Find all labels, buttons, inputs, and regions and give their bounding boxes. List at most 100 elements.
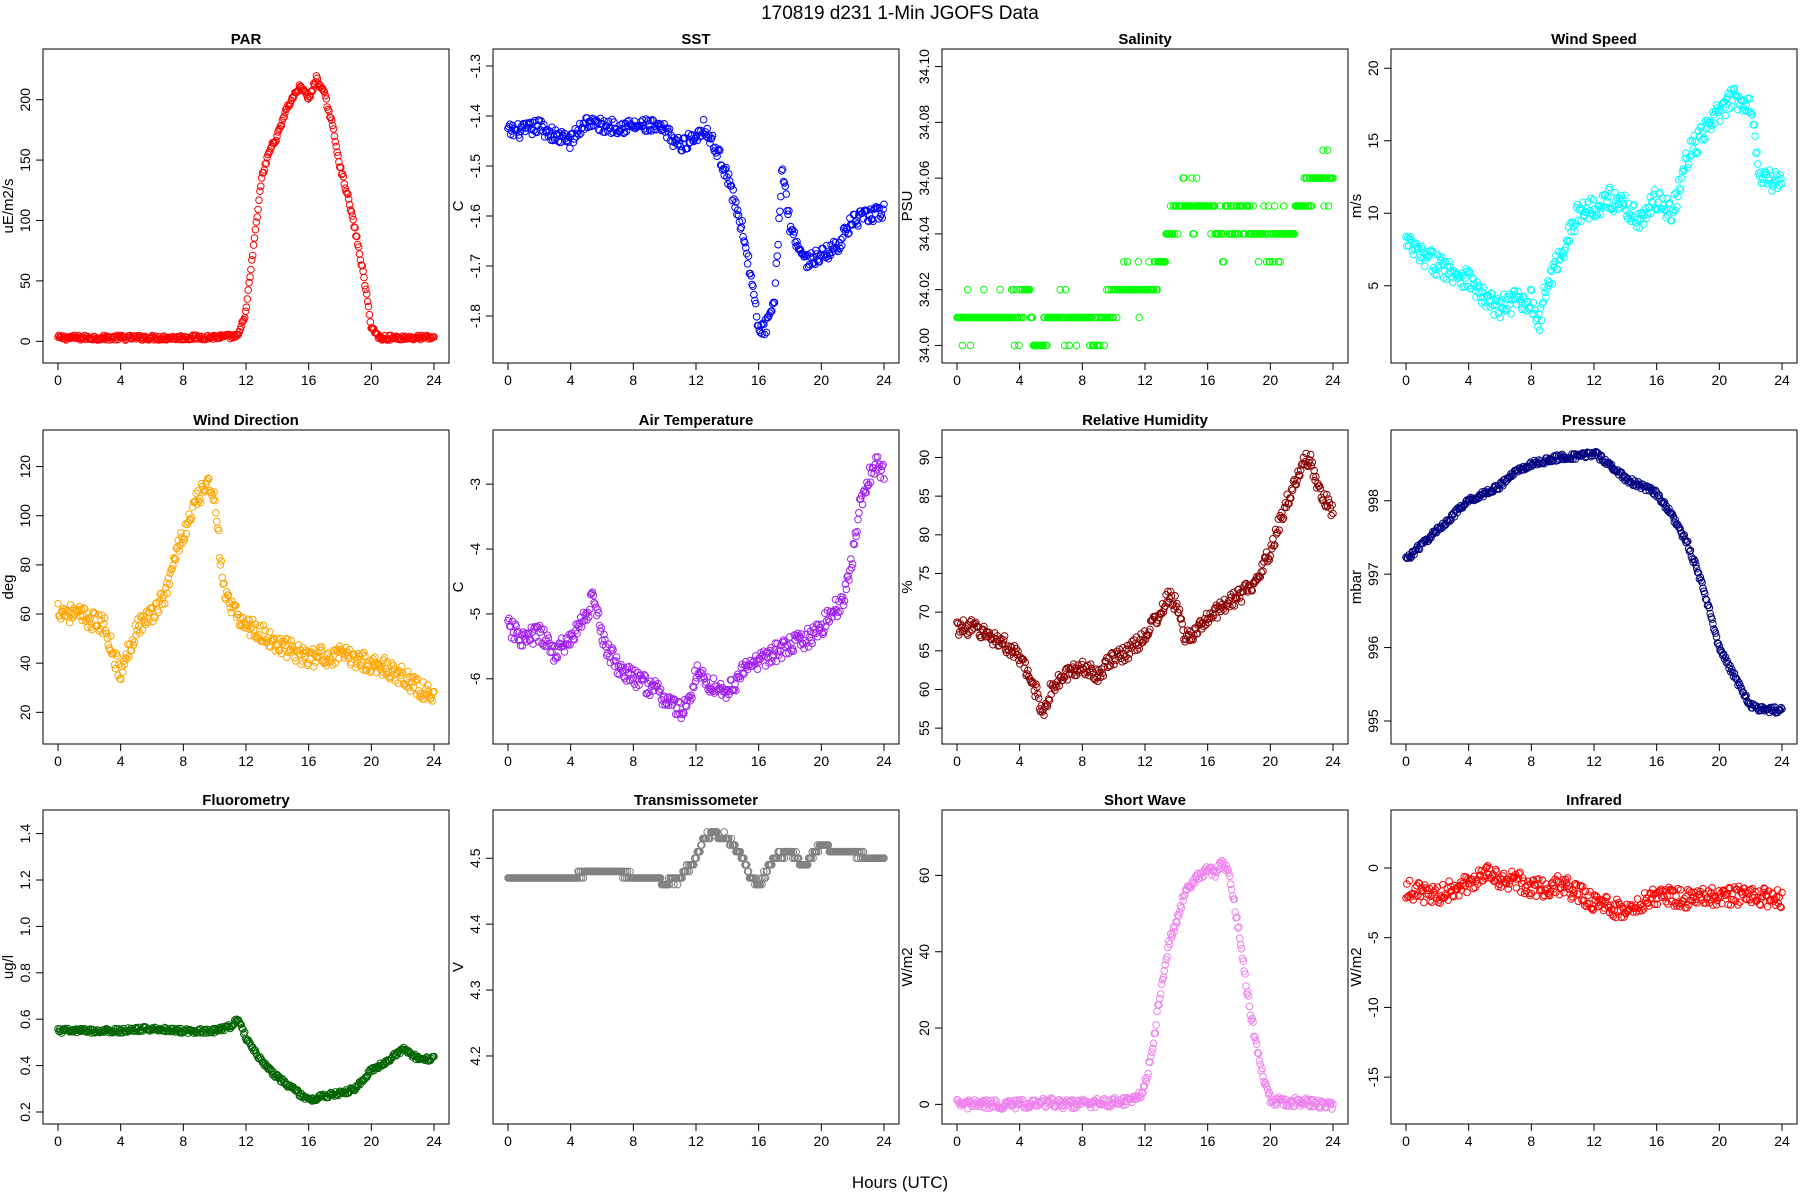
panel-title-wind-direction: Wind Direction [193, 412, 299, 429]
y-tick-label-salinity: 34.06 [916, 160, 932, 195]
data-point [1766, 176, 1775, 185]
data-point [772, 259, 781, 268]
data-point [1684, 160, 1693, 168]
data-point [560, 648, 569, 656]
data-point [759, 319, 767, 328]
data-point [113, 652, 121, 660]
data-point [1565, 237, 1574, 245]
data-point [1453, 274, 1461, 282]
plot-frame-par [42, 48, 450, 364]
panel-title-air-temperature: Air Temperature [639, 412, 754, 429]
data-point [1008, 313, 1017, 322]
data-point [1620, 201, 1628, 210]
data-point [362, 290, 371, 298]
data-point [348, 212, 357, 220]
data-point [1042, 341, 1051, 350]
data-point [1318, 174, 1326, 182]
data-point [1135, 313, 1143, 322]
x-tick-label-pressure: 4 [1465, 753, 1473, 769]
data-point [322, 95, 331, 103]
data-point [266, 628, 274, 636]
x-tick-label-relative-humidity: 20 [1263, 753, 1279, 769]
data-point [1510, 286, 1519, 295]
data-point [855, 509, 863, 517]
data-point [335, 654, 343, 663]
data-point [1009, 285, 1018, 294]
data-point [187, 514, 196, 522]
y-tick-label-par: 50 [17, 273, 33, 289]
data-point [1608, 204, 1617, 212]
data-point [1319, 146, 1327, 154]
data-point [362, 666, 371, 675]
data-point [1149, 285, 1158, 294]
data-point [709, 674, 718, 683]
data-point [398, 669, 407, 677]
data-point [822, 241, 831, 250]
x-tick-label-fluorometry: 20 [364, 1133, 380, 1149]
data-point [277, 649, 286, 658]
y-tick-label-fluorometry: 0.2 [17, 1102, 33, 1122]
data-point [741, 238, 749, 247]
data-point [1224, 202, 1232, 210]
data-point [1065, 341, 1073, 350]
data-point [355, 652, 364, 661]
y-tick-label-salinity: 34.08 [916, 105, 932, 140]
data-point [1473, 278, 1481, 286]
data-point [729, 186, 738, 194]
data-point [742, 243, 750, 252]
data-point [344, 190, 352, 198]
data-point [1269, 258, 1277, 266]
x-tick-label-pressure: 16 [1649, 753, 1665, 769]
x-tick-label-short-wave: 12 [1137, 1133, 1153, 1149]
x-tick-label-relative-humidity: 24 [1325, 753, 1341, 769]
data-point [336, 645, 345, 654]
data-point [78, 616, 86, 625]
data-point [768, 299, 777, 308]
x-tick-label-short-wave: 16 [1200, 1133, 1216, 1149]
data-point [1254, 258, 1263, 266]
x-tick-label-relative-humidity: 8 [1078, 753, 1086, 769]
data-point [575, 131, 583, 139]
data-point [383, 658, 392, 666]
data-point [216, 561, 225, 569]
data-point [100, 614, 109, 622]
data-point [377, 663, 385, 672]
data-point [1544, 281, 1553, 290]
y-tick-label-relative-humidity: 65 [916, 643, 932, 659]
data-point [245, 616, 253, 625]
data-point [1524, 297, 1532, 306]
data-point [170, 553, 178, 562]
y-tick-label-transmissometer: 4.3 [467, 980, 483, 1000]
data-point [1270, 202, 1279, 210]
data-point [752, 313, 761, 321]
data-point [1220, 230, 1229, 238]
data-point [350, 223, 358, 231]
data-point [287, 636, 296, 645]
data-point [773, 252, 782, 260]
panel-title-wind-speed: Wind Speed [1551, 31, 1637, 48]
data-point [584, 123, 592, 132]
data-point [250, 234, 259, 242]
data-point [1643, 210, 1652, 219]
data-point [507, 127, 516, 135]
data-point [638, 116, 647, 124]
data-point [142, 620, 150, 629]
y-tick-label-wind-direction: 20 [17, 704, 33, 720]
data-point [784, 210, 792, 219]
y-tick-label-relative-humidity: 70 [916, 604, 932, 620]
data-point [1156, 994, 1164, 1003]
data-point [1609, 207, 1618, 216]
data-point [732, 198, 740, 206]
y-tick-label-sst: -1.6 [467, 204, 483, 228]
data-point [149, 617, 157, 626]
data-point [1060, 341, 1069, 350]
series-transmissometer [504, 828, 888, 889]
panel-title-short-wave: Short Wave [1104, 792, 1186, 809]
data-point [1708, 615, 1716, 624]
panel-title-relative-humidity: Relative Humidity [1082, 412, 1209, 429]
plot-frame-wind-direction [42, 429, 450, 745]
data-point [151, 613, 159, 622]
x-tick-label-infrared: 24 [1774, 1133, 1790, 1149]
